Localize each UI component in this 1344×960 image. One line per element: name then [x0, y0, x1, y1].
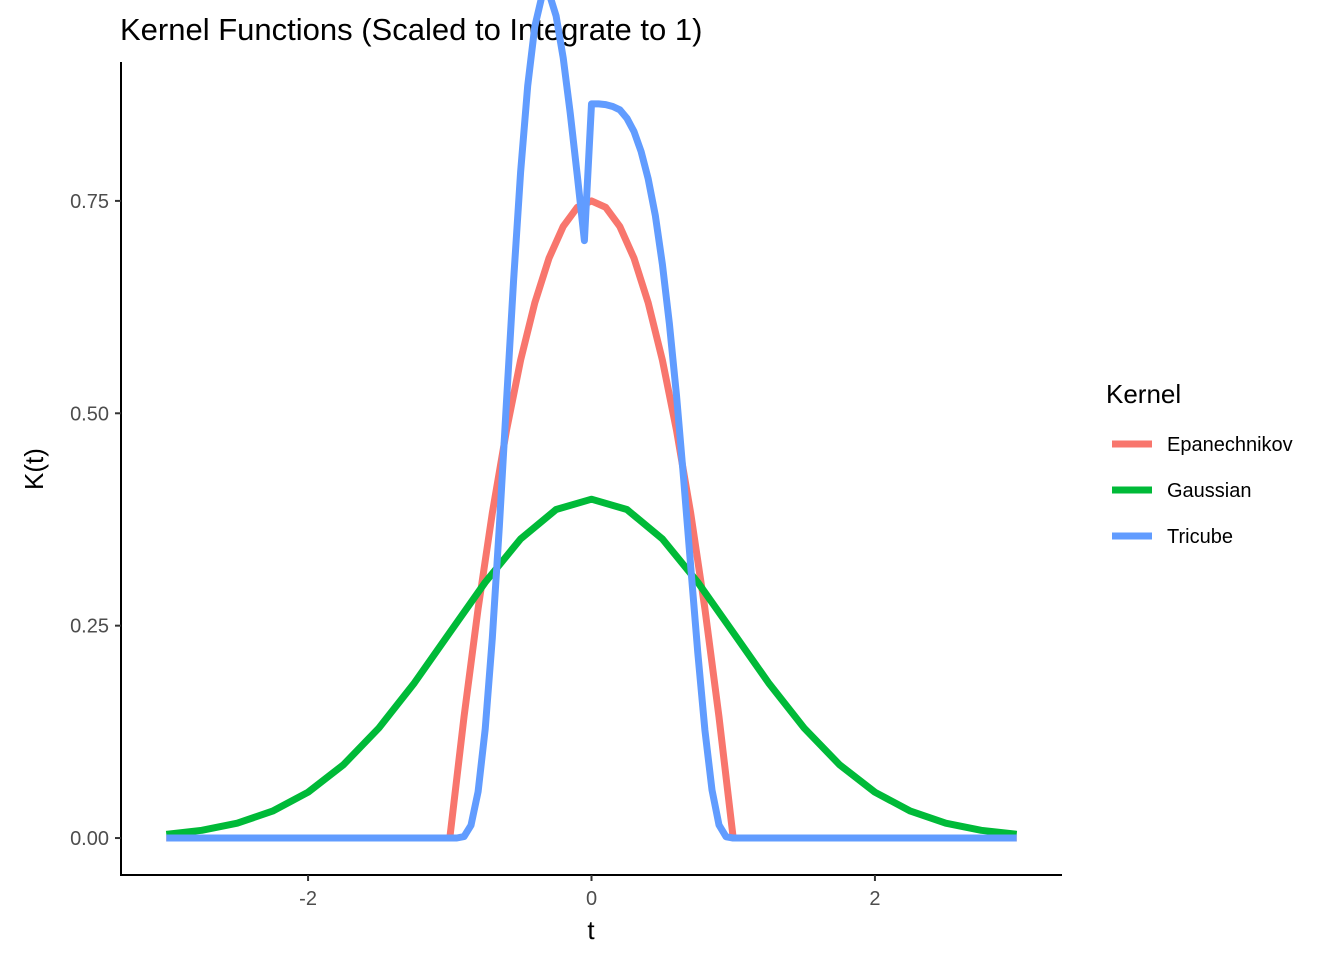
y-tick-label: 0.25 [70, 616, 109, 638]
y-axis-ticks: 0.00 0.25 0.50 0.75 [70, 191, 121, 850]
x-axis-title: t [587, 915, 595, 945]
legend: Kernel Epanechnikov Gaussian Tricube [1106, 379, 1293, 548]
y-tick-label: 0.75 [70, 191, 109, 213]
series-line-tricube [166, 0, 1017, 842]
x-tick-label: 2 [869, 888, 880, 910]
legend-label-gaussian: Gaussian [1167, 480, 1252, 502]
y-tick-label: 0.50 [70, 403, 109, 425]
y-axis-title: K(t) [19, 448, 49, 490]
series-line-gaussian [165, 495, 1018, 838]
legend-title: Kernel [1106, 379, 1181, 409]
x-tick-label: -2 [299, 888, 317, 910]
y-tick-label: 0.00 [70, 828, 109, 850]
plot-area [165, 0, 1018, 842]
x-axis-ticks: -2 0 2 [299, 875, 880, 910]
series-line-epanechnikov [166, 197, 1017, 842]
chart-title: Kernel Functions (Scaled to Integrate to… [120, 12, 702, 47]
legend-label-epanechnikov: Epanechnikov [1167, 434, 1293, 456]
x-tick-label: 0 [586, 888, 597, 910]
legend-label-tricube: Tricube [1167, 526, 1233, 548]
